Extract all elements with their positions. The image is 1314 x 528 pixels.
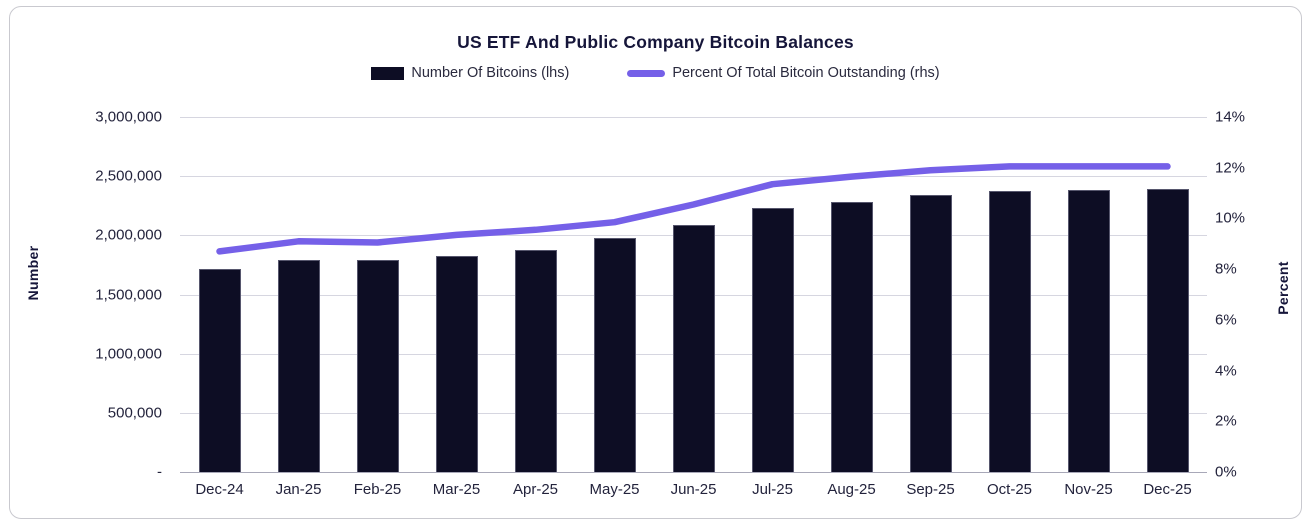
left-axis-tick: 2,500,000	[95, 167, 162, 185]
legend-item-bars: Number Of Bitcoins (lhs)	[371, 65, 569, 81]
bar-Dec-25	[1146, 188, 1189, 472]
bar-Dec-24	[198, 269, 241, 472]
gridline	[180, 176, 1207, 178]
left-axis-tick: 3,000,000	[95, 108, 162, 126]
legend-item-line: Percent Of Total Bitcoin Outstanding (rh…	[627, 65, 940, 81]
x-axis-tick: Sep-25	[906, 481, 955, 498]
bar-Oct-25	[988, 190, 1031, 472]
legend-label-line: Percent Of Total Bitcoin Outstanding (rh…	[672, 65, 940, 81]
right-axis-tick: 8%	[1215, 260, 1237, 278]
x-axis-tick: Apr-25	[512, 481, 559, 498]
chart-title: US ETF And Public Company Bitcoin Balanc…	[457, 32, 854, 52]
right-axis-tick: 10%	[1215, 209, 1246, 227]
x-axis-tick: Jan-25	[275, 481, 322, 498]
right-axis-tick: 6%	[1215, 311, 1237, 329]
bar-Jul-25	[751, 208, 794, 472]
gridline	[180, 117, 1207, 118]
left-axis-tick: 2,000,000	[95, 226, 162, 244]
left-axis-tick: 1,500,000	[95, 286, 162, 303]
x-axis-tick: Jun-25	[670, 481, 717, 498]
left-axis-tick: 1,000,000	[95, 345, 162, 363]
legend-label-bars: Number Of Bitcoins (lhs)	[411, 65, 570, 81]
right-axis-tick: 12%	[1215, 159, 1246, 177]
x-axis-tick: Nov-25	[1064, 481, 1113, 498]
chart-legend: Number Of Bitcoins (lhs) Percent Of Tota…	[10, 65, 1301, 81]
x-axis-tick: Mar-25	[432, 481, 481, 498]
right-axis-tick: 2%	[1215, 412, 1237, 430]
bar-Sep-25	[909, 195, 952, 472]
x-axis-tick: Feb-25	[353, 481, 402, 498]
line-swatch-icon	[627, 69, 666, 77]
chart-card: US ETF And Public Company Bitcoin Balanc…	[9, 6, 1302, 519]
right-axis-title: Percent	[1275, 261, 1291, 315]
left-axis-tick: 500,000	[107, 404, 162, 422]
plot-area	[180, 103, 1207, 473]
x-axis-tick: Jul-25	[752, 481, 793, 498]
x-axis-tick: Aug-25	[827, 481, 876, 498]
bar-Mar-25	[435, 256, 478, 472]
percent-line	[216, 163, 1171, 255]
x-axis-tick: May-25	[589, 481, 640, 498]
bar-Jun-25	[672, 225, 715, 472]
bar-Apr-25	[514, 249, 557, 472]
right-axis-tick: 4%	[1215, 362, 1237, 380]
bar-swatch-icon	[371, 66, 405, 80]
left-axis-tick: -	[157, 463, 162, 481]
right-axis-tick: 0%	[1215, 463, 1237, 481]
bar-Aug-25	[830, 201, 873, 472]
bar-May-25	[593, 238, 636, 472]
bar-Nov-25	[1067, 189, 1110, 472]
bar-Jan-25	[277, 259, 320, 472]
right-axis-tick: 14%	[1215, 108, 1246, 126]
x-axis-tick: Dec-24	[195, 481, 244, 498]
x-axis-tick: Dec-25	[1143, 481, 1192, 498]
bar-Feb-25	[356, 260, 399, 472]
x-axis-tick: Oct-25	[986, 481, 1032, 498]
